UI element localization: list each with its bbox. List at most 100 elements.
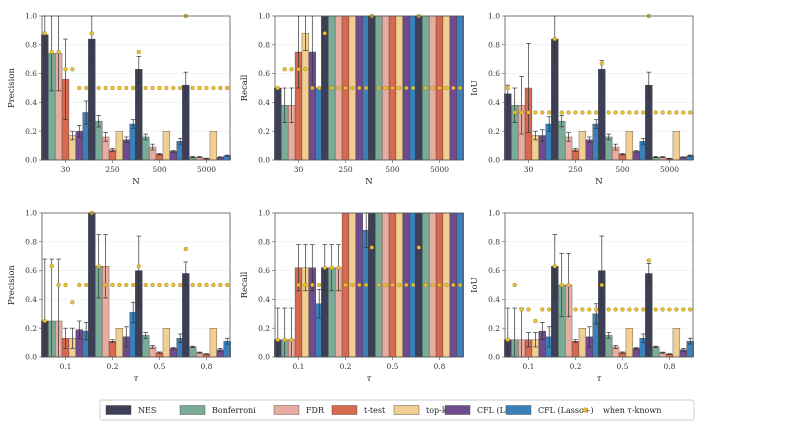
known-tau-marker — [178, 85, 183, 91]
known-tau-marker — [204, 85, 209, 91]
known-tau-marker — [533, 110, 538, 115]
known-tau-marker — [296, 67, 301, 72]
known-tau-marker — [369, 245, 374, 250]
y-tick-label: 0.2 — [488, 127, 500, 136]
y-tick-label: 0.0 — [25, 353, 37, 362]
known-tau-marker — [190, 282, 195, 288]
legend-label: top-k — [426, 406, 447, 415]
known-tau-marker — [322, 265, 327, 270]
bar — [321, 15, 329, 161]
known-tau-marker — [444, 282, 449, 288]
known-tau-marker — [84, 282, 89, 288]
known-tau-marker — [150, 282, 155, 288]
x-tick-label: 0.5 — [154, 362, 166, 371]
known-tau-marker — [124, 282, 129, 288]
known-tau-marker — [350, 85, 355, 91]
known-tau-marker — [56, 282, 61, 288]
bar — [368, 15, 376, 161]
y-tick-label: 1.0 — [488, 12, 500, 21]
known-tau-marker — [667, 307, 672, 312]
known-tau-marker — [329, 85, 334, 91]
y-tick-label: 0.0 — [25, 156, 37, 165]
known-tau-marker — [437, 85, 442, 91]
panel-2: 0.0 0.2 0.4 0.6 0.8 1.0 30 250 500 5000 Recall N — [240, 12, 464, 187]
known-tau-marker — [540, 307, 545, 312]
x-tick-label: 5000 — [197, 165, 216, 174]
bar — [108, 340, 117, 358]
x-tick-label: 0.2 — [340, 362, 352, 371]
plot-frame — [41, 15, 231, 161]
y-tick-label: 0.8 — [488, 237, 500, 246]
known-tau-marker — [458, 85, 463, 91]
panel-3: 0.0 0.2 0.4 0.6 0.8 1.0 30 250 500 5000 IoU N — [470, 12, 694, 187]
plot-frame — [274, 212, 464, 358]
known-tau-marker — [688, 110, 693, 115]
y-tick-label: 0.8 — [258, 40, 270, 49]
known-tau-marker — [674, 110, 679, 115]
bar — [645, 273, 653, 358]
known-tau-marker — [397, 282, 402, 288]
known-tau-marker — [296, 282, 301, 288]
y-tick-label: 0.2 — [258, 127, 270, 136]
panel-1: 0.0 0.2 0.4 0.6 0.8 1.0 30 250 500 5000 Precision N — [7, 12, 231, 187]
known-tau-marker — [573, 110, 578, 115]
x-tick-label: 5000 — [430, 165, 449, 174]
known-tau-marker — [667, 110, 672, 115]
known-tau-marker — [42, 31, 47, 36]
known-tau-marker — [519, 110, 524, 115]
known-tau-marker — [437, 282, 442, 288]
x-tick-label: 0.8 — [664, 362, 676, 371]
x-tick-label: 0.1 — [60, 362, 72, 371]
known-tau-marker — [540, 110, 545, 115]
y-tick-label: 0.4 — [488, 98, 500, 107]
known-tau-marker — [310, 282, 315, 288]
known-tau-marker — [404, 85, 409, 91]
bar — [415, 212, 423, 358]
known-tau-marker — [136, 49, 141, 55]
bar — [162, 131, 171, 161]
y-tick-label: 0.4 — [258, 295, 270, 304]
known-tau-marker — [70, 300, 75, 305]
x-tick-label: 30 — [524, 165, 534, 174]
known-tau-marker — [627, 110, 632, 115]
legend-label: FDR — [306, 406, 325, 415]
known-tau-marker — [183, 246, 188, 252]
known-tau-marker — [350, 282, 355, 288]
y-tick-label: 0.4 — [258, 98, 270, 107]
x-tick-label: 250 — [105, 165, 120, 174]
known-tau-marker — [620, 307, 625, 312]
y-tick-label: 0.0 — [258, 156, 270, 165]
known-tau-marker — [397, 85, 402, 91]
known-tau-marker — [329, 265, 334, 270]
known-tau-marker — [660, 110, 665, 115]
known-tau-marker — [171, 282, 176, 288]
y-axis-label: Precision — [7, 67, 17, 107]
known-tau-marker — [56, 49, 61, 55]
x-tick-label: 250 — [568, 165, 583, 174]
y-tick-label: 0.0 — [258, 353, 270, 362]
x-tick-label: 500 — [152, 165, 167, 174]
known-tau-marker — [646, 258, 651, 263]
known-tau-marker — [620, 110, 625, 115]
known-tau-marker — [430, 282, 435, 288]
known-tau-marker — [131, 85, 136, 91]
known-tau-marker — [681, 307, 686, 312]
x-tick-label: 0.8 — [434, 362, 446, 371]
y-tick-label: 0.8 — [258, 237, 270, 246]
legend-swatch — [393, 405, 420, 415]
known-tau-marker — [103, 85, 108, 91]
known-tau-marker — [157, 85, 162, 91]
y-tick-label: 0.0 — [488, 156, 500, 165]
y-tick-label: 0.6 — [258, 266, 270, 275]
known-tau-marker — [336, 265, 341, 270]
known-tau-marker — [660, 307, 665, 312]
known-tau-marker — [197, 85, 202, 91]
known-tau-marker — [559, 110, 564, 115]
known-tau-marker — [519, 307, 524, 312]
known-tau-marker — [383, 85, 388, 91]
bar — [115, 328, 124, 358]
known-tau-marker — [157, 282, 162, 288]
y-tick-label: 0.4 — [488, 295, 500, 304]
known-tau-marker — [390, 282, 395, 288]
legend-label: when τ-known — [603, 406, 661, 415]
